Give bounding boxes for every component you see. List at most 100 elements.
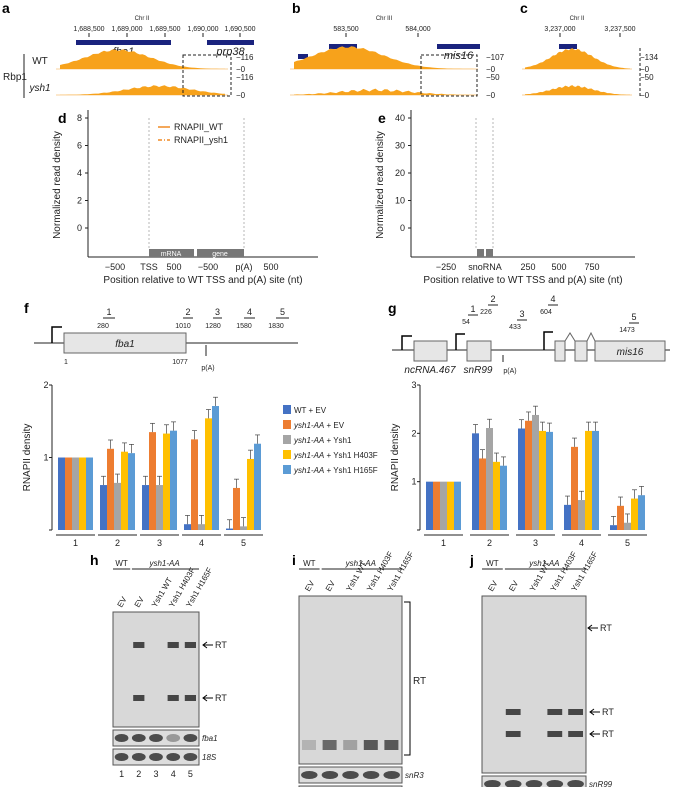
blot-j-rt-band xyxy=(568,731,583,737)
blot-h-loading-band xyxy=(131,753,146,761)
blot-h-loading-band xyxy=(166,734,181,742)
amplicon-position: 433 xyxy=(509,324,521,331)
chart-d-x-tick-label: p(A) xyxy=(235,262,252,272)
blot-j-rt-band xyxy=(505,731,521,737)
blot-h-loading-label: fba1 xyxy=(202,734,218,743)
chart-g-bar xyxy=(578,500,585,530)
blot-h-rt-band xyxy=(133,642,145,648)
chart-g-bar xyxy=(479,458,486,530)
panel-label-e: e xyxy=(378,110,386,126)
pa-label: p(A) xyxy=(503,368,516,375)
amplicon-position: 54 xyxy=(462,319,470,326)
amplicon-position: 604 xyxy=(540,309,552,316)
chart-g-bar xyxy=(518,428,525,530)
chart-g-bar xyxy=(525,420,532,530)
chart-g-bar xyxy=(532,414,539,530)
chart-g-bar xyxy=(500,465,507,530)
ysh1-label: ysh1 xyxy=(28,83,50,94)
blot-i-loading-band xyxy=(301,771,318,779)
chart-e-region xyxy=(486,249,493,257)
blot-j-mut-label: ysh1-AA xyxy=(528,559,559,568)
chart-g-bar xyxy=(472,433,479,530)
chart-f-bar xyxy=(128,453,135,530)
wt-signal xyxy=(60,49,225,69)
ysh1-signal xyxy=(525,85,630,95)
scale-max-wt: −116 xyxy=(236,53,254,62)
panel-label-a: a xyxy=(2,0,10,16)
chart-f-bar xyxy=(212,406,219,530)
blot-j-lane-label: EV xyxy=(486,579,499,593)
chart-f-x-tick-label: 3 xyxy=(157,538,162,548)
chart-e-region xyxy=(477,249,484,257)
amplicon-number: 2 xyxy=(490,294,495,304)
blot-j-rt-label: RT xyxy=(602,707,614,717)
blot-j-wt-label: WT xyxy=(486,559,499,568)
chart-f-bar xyxy=(72,457,79,530)
chart-e-x-label: Position relative to WT TSS and p(A) sit… xyxy=(423,275,622,286)
blot-j-rt-label: RT xyxy=(602,729,614,739)
chart-d-x-tick-label: −500 xyxy=(198,262,218,272)
blot-j-loading-label: snR99 xyxy=(589,780,613,787)
panel-label-d: d xyxy=(58,110,67,126)
intron-lines xyxy=(564,331,596,342)
legend-label: ysh1-AA + Ysh1 xyxy=(293,436,352,445)
scale-zero-wt: −0 xyxy=(486,65,496,74)
legend-swatch xyxy=(283,420,291,429)
chart-d-y-tick-label: 2 xyxy=(77,196,82,206)
rbp1-label: Rbp1 xyxy=(3,72,27,83)
blot-i-lane-label: EV xyxy=(324,579,337,593)
blot-h-lane-number: 4 xyxy=(171,769,176,779)
amplicon-position: 1580 xyxy=(236,323,252,330)
chart-g-bar xyxy=(617,505,624,530)
blot-h-loading-band xyxy=(166,753,181,761)
chart-g-bar xyxy=(624,522,631,530)
blot-j-rt-band xyxy=(505,709,521,715)
chromosome-label: Chr III xyxy=(376,16,393,22)
chart-f-bar xyxy=(198,524,205,530)
chart-f-x-tick-label: 1 xyxy=(73,538,78,548)
ysh1-signal xyxy=(60,85,225,95)
blot-j-loading-band xyxy=(504,780,522,787)
legend-label: ysh1-AA + Ysh1 H165F xyxy=(293,466,378,475)
blot-h-loading-band xyxy=(114,734,129,742)
chromosome-label: Chr II xyxy=(135,16,150,22)
scale-zero-wt: −0 xyxy=(640,65,650,74)
blot-i-band xyxy=(384,740,399,750)
blot-h-loading-band xyxy=(131,734,146,742)
wt-signal xyxy=(294,46,475,69)
chart-d-region-label: gene xyxy=(212,251,228,258)
legend-swatch xyxy=(283,405,291,414)
chart-g-bar xyxy=(610,525,617,530)
blot-h-loading-label: 18S xyxy=(202,753,217,762)
arrow-icon xyxy=(587,624,598,632)
blot-i-rt-label: RT xyxy=(413,676,426,687)
fba1-gene-box xyxy=(63,332,187,354)
chart-f-bar xyxy=(184,524,191,530)
coordinate-tick-label: 1,690,000 xyxy=(187,26,218,33)
tss-arrow-icon xyxy=(401,335,412,350)
chart-g-bar xyxy=(571,446,578,530)
panel-label-f: f xyxy=(24,300,29,316)
blot-h-rt-band xyxy=(167,695,179,701)
blot-i-band xyxy=(343,740,358,750)
chart-g-y-label: RNAPII density xyxy=(390,424,401,492)
chart-f-bar xyxy=(79,457,86,530)
amplicon-number: 5 xyxy=(280,307,285,317)
coordinate-tick-label: 1,689,500 xyxy=(149,26,180,33)
blot-j-rt-band xyxy=(547,731,563,737)
coordinate-tick-label: 3,237,500 xyxy=(604,26,635,33)
blot-j-rt-label: RT xyxy=(600,623,612,633)
chart-f-x-tick-label: 2 xyxy=(115,538,120,548)
arrow-icon xyxy=(589,730,600,738)
arrow-icon xyxy=(589,708,600,716)
blot-j-main-blot xyxy=(481,595,587,774)
chart-d-x-tick-label: 500 xyxy=(166,262,181,272)
chart-g-x-tick-label: 1 xyxy=(441,538,446,548)
chart-g-y-tick-label: 2 xyxy=(411,428,416,438)
amplicon-number: 2 xyxy=(185,307,190,317)
blot-h-lane-number: 5 xyxy=(188,769,193,779)
panel-label-j: j xyxy=(470,552,474,568)
chart-d-y-tick-label: 8 xyxy=(77,113,82,123)
gene-name: mis16 xyxy=(444,50,474,62)
amplicon-position: 226 xyxy=(480,309,492,316)
